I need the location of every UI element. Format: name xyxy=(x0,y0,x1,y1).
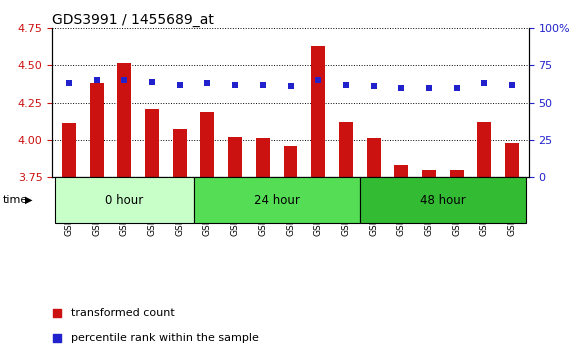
Point xyxy=(203,80,212,86)
Bar xyxy=(478,122,492,177)
Text: 24 hour: 24 hour xyxy=(254,194,300,206)
Bar xyxy=(394,165,408,177)
Bar xyxy=(339,122,353,177)
Point xyxy=(175,82,184,88)
Point xyxy=(424,85,433,91)
Bar xyxy=(360,177,526,223)
Text: time: time xyxy=(3,195,28,205)
Point xyxy=(452,85,461,91)
Point xyxy=(397,85,406,91)
Bar xyxy=(284,146,297,177)
Bar xyxy=(450,170,464,177)
Bar xyxy=(422,170,436,177)
Bar xyxy=(145,109,159,177)
Point xyxy=(341,82,350,88)
Point xyxy=(120,78,129,83)
Bar xyxy=(89,83,103,177)
Text: percentile rank within the sample: percentile rank within the sample xyxy=(71,333,259,343)
Bar xyxy=(228,137,242,177)
Text: 0 hour: 0 hour xyxy=(105,194,144,206)
Point xyxy=(480,80,489,86)
Bar xyxy=(367,138,381,177)
Bar xyxy=(193,177,360,223)
Point xyxy=(64,80,74,86)
Bar xyxy=(62,124,76,177)
Point xyxy=(92,78,101,83)
Point xyxy=(148,79,157,85)
Point xyxy=(507,82,517,88)
Bar xyxy=(505,143,519,177)
Text: GDS3991 / 1455689_at: GDS3991 / 1455689_at xyxy=(52,13,214,27)
Bar xyxy=(200,112,214,177)
Bar xyxy=(311,46,325,177)
Point xyxy=(286,84,295,89)
Bar xyxy=(173,130,187,177)
Point xyxy=(258,82,267,88)
Point xyxy=(314,78,323,83)
Point xyxy=(369,84,378,89)
Bar xyxy=(117,63,131,177)
Text: ▶: ▶ xyxy=(25,195,33,205)
Point xyxy=(329,210,339,216)
Bar xyxy=(55,177,193,223)
Bar xyxy=(256,138,270,177)
Point xyxy=(231,82,240,88)
Text: transformed count: transformed count xyxy=(71,308,175,318)
Text: 48 hour: 48 hour xyxy=(420,194,466,206)
